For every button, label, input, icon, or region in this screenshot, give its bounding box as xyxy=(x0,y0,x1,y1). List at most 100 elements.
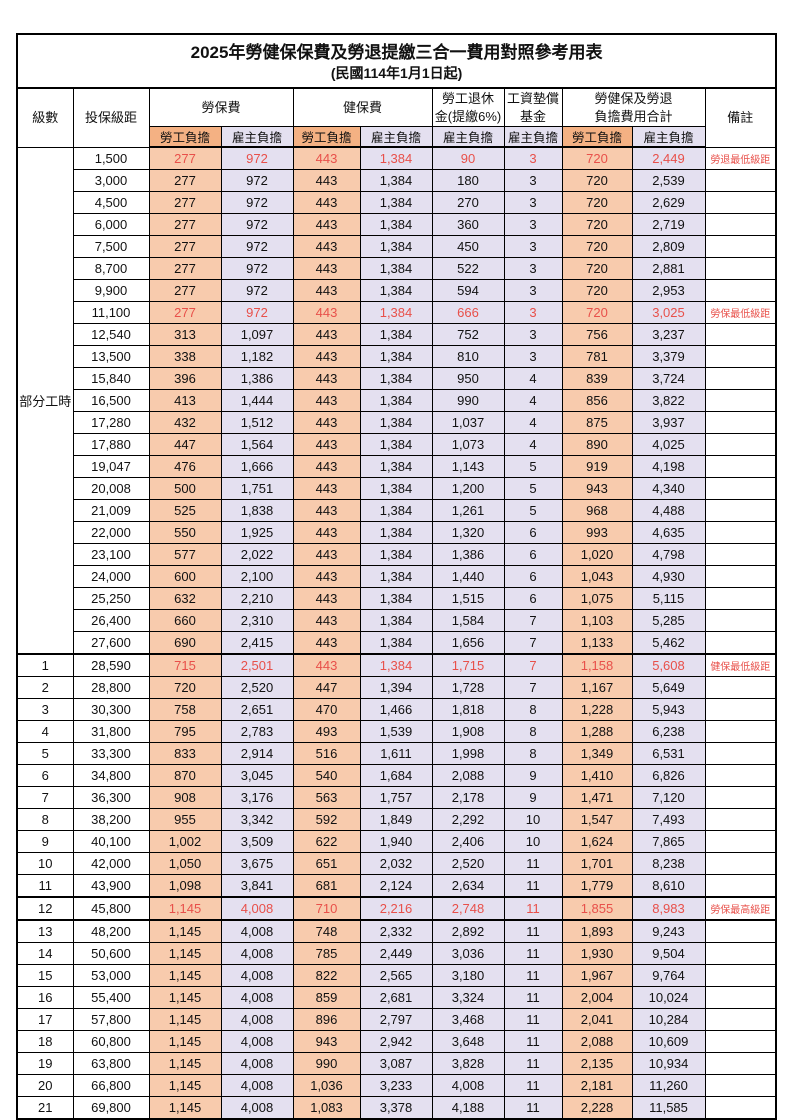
wage-fund-employer-cell: 10 xyxy=(503,808,563,831)
labor-fee-employee-cell: 577 xyxy=(148,543,222,566)
table-row: 12,540 313 1,097 443 1,384 752 3 756 3,2… xyxy=(17,323,777,346)
table-row: 3,000 277 972 443 1,384 180 3 720 2,539 xyxy=(17,169,777,192)
table-row: 21 69,800 1,145 4,008 1,083 3,378 4,188 … xyxy=(16,1096,777,1120)
labor-fee-employer-cell: 1,386 xyxy=(220,367,294,390)
total-header-line1: 勞健保及勞退 xyxy=(594,90,673,106)
wage-fund-employer-cell: 3 xyxy=(503,257,563,280)
health-fee-employer-cell: 1,384 xyxy=(359,433,433,456)
total-employee-cell: 1,158 xyxy=(561,653,633,677)
labor-fee-employer-cell: 2,210 xyxy=(220,587,294,610)
remark-cell xyxy=(704,587,777,610)
total-employee-cell: 1,167 xyxy=(561,676,633,699)
remark-cell xyxy=(704,191,777,214)
wage-fund-employer-cell: 6 xyxy=(503,565,563,588)
total-employer-cell: 11,585 xyxy=(631,1096,706,1120)
bracket-cell: 3,000 xyxy=(72,169,150,192)
total-employee-cell: 1,349 xyxy=(561,742,633,765)
level-cell: 17 xyxy=(16,1008,74,1031)
health-fee-employer-cell: 2,565 xyxy=(359,964,433,987)
pension-employer-cell: 3,180 xyxy=(431,964,505,987)
health-fee-employer-cell: 1,384 xyxy=(359,279,433,302)
level-cell: 2 xyxy=(16,676,74,699)
table-row: 11 43,900 1,098 3,841 681 2,124 2,634 11… xyxy=(16,874,777,898)
pension-employer-cell: 2,292 xyxy=(431,808,505,831)
total-employer-cell: 5,462 xyxy=(631,631,706,655)
health-fee-employee-cell: 822 xyxy=(292,964,361,987)
table-row: 8,700 277 972 443 1,384 522 3 720 2,881 xyxy=(17,257,777,280)
pension-employer-cell: 1,261 xyxy=(431,499,505,522)
remark-cell: 勞退最低級距 xyxy=(704,146,777,170)
remark-cell xyxy=(704,764,777,787)
health-fee-employer-cell: 1,384 xyxy=(359,169,433,192)
labor-fee-employee-cell: 277 xyxy=(148,146,222,170)
pension-employer-cell: 1,073 xyxy=(431,433,505,456)
total-employer-cell: 2,539 xyxy=(631,169,706,192)
health-fee-employee-cell: 443 xyxy=(292,433,361,456)
health-fee-employer-cell: 1,684 xyxy=(359,764,433,787)
table-row: 20 66,800 1,145 4,008 1,036 3,233 4,008 … xyxy=(16,1074,777,1097)
labor-fee-employee-cell: 632 xyxy=(148,587,222,610)
labor-fee-employee-cell: 277 xyxy=(148,257,222,280)
level-cell: 9 xyxy=(16,830,74,853)
labor-fee-employer-cell: 972 xyxy=(220,235,294,258)
total-employee-cell: 1,133 xyxy=(561,631,633,655)
health-fee-employer-cell: 1,539 xyxy=(359,720,433,743)
total-employee-cell: 720 xyxy=(561,235,633,258)
labor-fee-employer-cell: 972 xyxy=(220,213,294,236)
labor-fee-employee-cell: 833 xyxy=(148,742,222,765)
bracket-cell: 33,300 xyxy=(72,742,150,765)
table-row: 20,008 500 1,751 443 1,384 1,200 5 943 4… xyxy=(17,477,777,500)
wage-fund-employer-cell: 3 xyxy=(503,169,563,192)
health-fee-employee-cell: 859 xyxy=(292,986,361,1009)
pension-employer-header: 雇主負擔 xyxy=(431,126,505,148)
health-fee-employee-cell: 443 xyxy=(292,499,361,522)
total-employee-cell: 943 xyxy=(561,477,633,500)
total-employee-cell: 1,547 xyxy=(561,808,633,831)
pension-employer-cell: 752 xyxy=(431,323,505,346)
wage-fund-header-line2: 基金 xyxy=(519,108,546,124)
total-employee-cell: 1,701 xyxy=(561,852,633,875)
remark-cell xyxy=(704,986,777,1009)
labor-fee-employer-cell: 1,564 xyxy=(220,433,294,456)
labor-fee-employee-cell: 715 xyxy=(148,653,222,677)
table-row: 16 55,400 1,145 4,008 859 2,681 3,324 11… xyxy=(16,986,777,1009)
health-fee-employee-cell: 896 xyxy=(292,1008,361,1031)
table-row: 1 28,590 715 2,501 443 1,384 1,715 7 1,1… xyxy=(16,653,777,677)
labor-fee-employee-cell: 758 xyxy=(148,698,222,721)
pension-employer-cell: 1,143 xyxy=(431,455,505,478)
health-fee-employer-cell: 1,757 xyxy=(359,786,433,809)
health-fee-employer-cell: 1,384 xyxy=(359,587,433,610)
health-fee-employee-cell: 443 xyxy=(292,191,361,214)
table-row: 14 50,600 1,145 4,008 785 2,449 3,036 11… xyxy=(16,942,777,965)
remark-cell xyxy=(704,919,777,943)
total-header-line2: 負擔費用合計 xyxy=(594,108,673,124)
health-fee-employee-cell: 470 xyxy=(292,698,361,721)
labor-fee-employee-cell: 908 xyxy=(148,786,222,809)
bracket-cell: 17,880 xyxy=(72,433,150,456)
health-fee-employer-cell: 1,384 xyxy=(359,631,433,655)
table-row: 26,400 660 2,310 443 1,384 1,584 7 1,103… xyxy=(17,609,777,632)
health-fee-employee-cell: 443 xyxy=(292,587,361,610)
bracket-cell: 45,800 xyxy=(72,896,150,921)
remark-cell xyxy=(704,389,777,412)
labor-fee-employer-cell: 972 xyxy=(220,146,294,170)
wage-fund-header-line1: 工資墊償 xyxy=(506,90,559,106)
table-row: 4,500 277 972 443 1,384 270 3 720 2,629 xyxy=(17,191,777,214)
col-header-level: 級數 xyxy=(16,87,74,148)
health-fee-employer-cell: 3,087 xyxy=(359,1052,433,1075)
pension-employer-cell: 1,818 xyxy=(431,698,505,721)
wage-fund-employer-cell: 5 xyxy=(503,477,563,500)
pension-employer-cell: 1,515 xyxy=(431,587,505,610)
health-fee-employee-cell: 443 xyxy=(292,146,361,170)
labor-fee-employer-cell: 2,520 xyxy=(220,676,294,699)
labor-fee-employee-cell: 1,098 xyxy=(148,874,222,898)
table-row: 10 42,000 1,050 3,675 651 2,032 2,520 11… xyxy=(16,852,777,875)
table-row: 6 34,800 870 3,045 540 1,684 2,088 9 1,4… xyxy=(16,764,777,787)
labor-fee-employer-cell: 4,008 xyxy=(220,942,294,965)
bracket-cell: 69,800 xyxy=(72,1096,150,1120)
level-cell: 13 xyxy=(16,919,74,943)
table-row: 15,840 396 1,386 443 1,384 950 4 839 3,7… xyxy=(17,367,777,390)
total-employee-cell: 1,043 xyxy=(561,565,633,588)
table-row: 9 40,100 1,002 3,509 622 1,940 2,406 10 … xyxy=(16,830,777,853)
col-header-bracket: 投保級距 xyxy=(72,87,150,148)
